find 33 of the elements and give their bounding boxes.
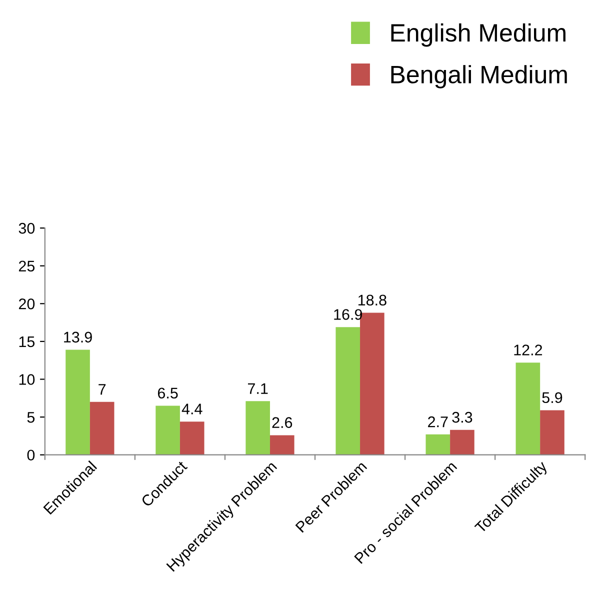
data-label: 2.6 bbox=[272, 417, 292, 428]
bar bbox=[450, 430, 474, 455]
y-tick-label: 25 bbox=[18, 260, 35, 272]
bar bbox=[540, 410, 564, 455]
bar bbox=[426, 434, 450, 455]
bar bbox=[360, 312, 384, 455]
data-label: 4.4 bbox=[182, 404, 202, 414]
data-label: 5.9 bbox=[542, 392, 562, 404]
data-label: 16.9 bbox=[334, 309, 362, 320]
y-tick-label: 30 bbox=[18, 222, 35, 234]
data-label: 7.1 bbox=[248, 383, 268, 394]
data-label: 12.2 bbox=[514, 344, 542, 356]
bar bbox=[180, 422, 204, 455]
data-label: 18.8 bbox=[358, 294, 386, 306]
y-tick-label: 5 bbox=[27, 412, 35, 423]
data-label: 6.5 bbox=[158, 388, 178, 399]
bar bbox=[336, 327, 360, 455]
bar bbox=[516, 362, 540, 455]
data-label: 2.7 bbox=[428, 416, 448, 428]
legend-label: English Medium bbox=[391, 23, 566, 47]
bar bbox=[270, 435, 294, 455]
y-tick-label: 20 bbox=[18, 298, 35, 310]
data-label: 3.3 bbox=[452, 412, 472, 423]
bar bbox=[66, 350, 90, 455]
legend-label: Bengali Medium bbox=[391, 65, 567, 88]
y-tick-label: 15 bbox=[19, 336, 35, 348]
bar bbox=[246, 401, 270, 455]
data-label: 13.9 bbox=[64, 332, 92, 343]
y-tick-label: 10 bbox=[19, 374, 35, 385]
y-tick-label: 0 bbox=[27, 450, 35, 461]
bar bbox=[90, 402, 114, 455]
data-label: 7 bbox=[98, 384, 106, 395]
bar bbox=[156, 406, 180, 455]
